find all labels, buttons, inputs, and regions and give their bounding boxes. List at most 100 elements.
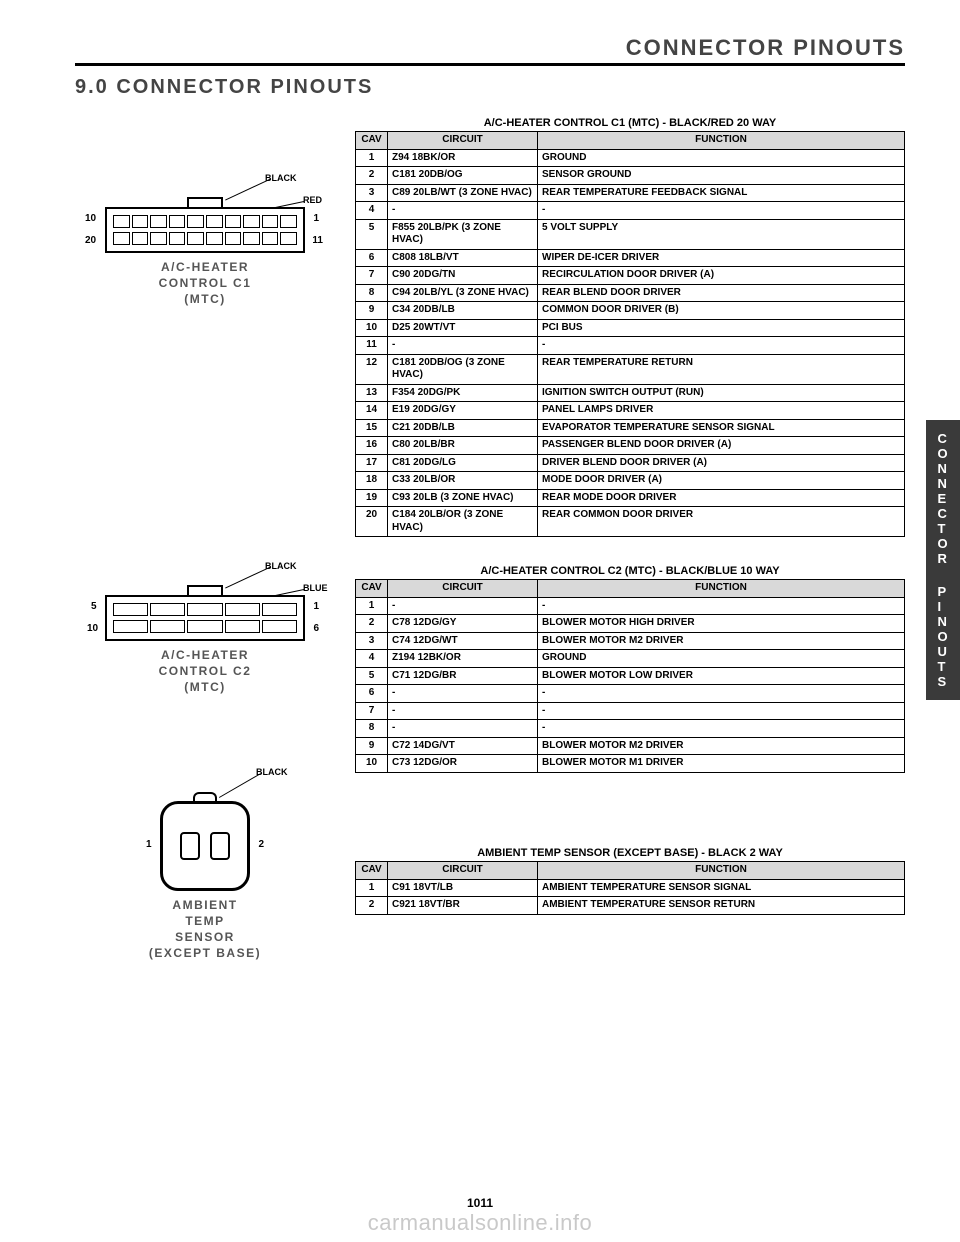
table-row: 19C93 20LB (3 ZONE HVAC)REAR MODE DOOR D… [356, 489, 905, 507]
t1-title: A/C-HEATER CONTROL C1 (MTC) - BLACK/RED … [355, 117, 905, 129]
figure-amb-caption: AMBIENT TEMP SENSOR (EXCEPT BASE) [149, 897, 261, 962]
table-cell: C90 20DG/TN [388, 267, 538, 285]
t1-h2: FUNCTION [538, 132, 905, 150]
c2-pin-tl: 5 [91, 601, 97, 612]
table-cell: - [388, 720, 538, 738]
table-cell: C91 18VT/LB [388, 879, 538, 897]
table-cell: REAR BLEND DOOR DRIVER [538, 284, 905, 302]
table-cell: C181 20DB/OG [388, 167, 538, 185]
table-cell: 20 [356, 507, 388, 537]
table-cell: 8 [356, 720, 388, 738]
watermark: carmanualsonline.info [0, 1210, 960, 1236]
header-rule [75, 63, 905, 66]
table-cell: 7 [356, 702, 388, 720]
table-cell: - [538, 720, 905, 738]
row-c2: BLACK BLUE 5 10 1 6 [75, 565, 905, 773]
figure-c2-caption: A/C-HEATER CONTROL C2 (MTC) [159, 647, 252, 696]
table-row: 5F855 20LB/PK (3 ZONE HVAC)5 VOLT SUPPLY [356, 219, 905, 249]
table-row: 1Z94 18BK/ORGROUND [356, 149, 905, 167]
table-cell: 10 [356, 319, 388, 337]
table-cell: 17 [356, 454, 388, 472]
table-cell: 2 [356, 167, 388, 185]
table-cell: 19 [356, 489, 388, 507]
table-cell: C74 12DG/WT [388, 632, 538, 650]
table-cell: C93 20LB (3 ZONE HVAC) [388, 489, 538, 507]
table-cell: Z94 18BK/OR [388, 149, 538, 167]
table-cell: PCI BUS [538, 319, 905, 337]
table-cell: 4 [356, 650, 388, 668]
table-cell: BLOWER MOTOR M2 DRIVER [538, 632, 905, 650]
table-cell: 9 [356, 737, 388, 755]
table-cell: AMBIENT TEMPERATURE SENSOR SIGNAL [538, 879, 905, 897]
amb-pin-l: 1 [146, 839, 152, 850]
table-cell: C80 20LB/BR [388, 437, 538, 455]
table-cell: 14 [356, 402, 388, 420]
page-number: 1011 [0, 1196, 960, 1210]
t2-h2: FUNCTION [538, 580, 905, 598]
table-t1: CAV CIRCUIT FUNCTION 1Z94 18BK/ORGROUND2… [355, 131, 905, 537]
connector-c2-drawing: BLACK BLUE 5 10 1 6 [105, 595, 305, 641]
table-cell: 8 [356, 284, 388, 302]
table-cell: - [538, 337, 905, 355]
c2-color1-label: BLACK [265, 561, 297, 571]
table-cell: 6 [356, 249, 388, 267]
table-row: 5C71 12DG/BRBLOWER MOTOR LOW DRIVER [356, 667, 905, 685]
amb-color1-label: BLACK [256, 767, 288, 777]
breadcrumb: CONNECTOR PINOUTS [75, 35, 905, 61]
table-cell: C94 20LB/YL (3 ZONE HVAC) [388, 284, 538, 302]
table-cell: C72 14DG/VT [388, 737, 538, 755]
table-cell: REAR COMMON DOOR DRIVER [538, 507, 905, 537]
amb-cap-3: SENSOR [149, 929, 261, 945]
table-cell: C81 20DG/LG [388, 454, 538, 472]
table-row: 2C921 18VT/BRAMBIENT TEMPERATURE SENSOR … [356, 897, 905, 915]
table-cell: BLOWER MOTOR LOW DRIVER [538, 667, 905, 685]
table-cell: C89 20LB/WT (3 ZONE HVAC) [388, 184, 538, 202]
row-amb: BLACK 1 2 AMBIENT TEMP SENSOR (EXCEPT BA… [75, 801, 905, 962]
table-cell: C34 20DB/LB [388, 302, 538, 320]
t1-h0: CAV [356, 132, 388, 150]
t2-h1: CIRCUIT [388, 580, 538, 598]
table-cell: EVAPORATOR TEMPERATURE SENSOR SIGNAL [538, 419, 905, 437]
table-row: 17C81 20DG/LGDRIVER BLEND DOOR DRIVER (A… [356, 454, 905, 472]
table-cell: 3 [356, 184, 388, 202]
table-row: 8-- [356, 720, 905, 738]
table-row: 4Z194 12BK/ORGROUND [356, 650, 905, 668]
amb-pin-r: 2 [258, 839, 264, 850]
table-cell: F855 20LB/PK (3 ZONE HVAC) [388, 219, 538, 249]
table-cell: 4 [356, 202, 388, 220]
connector-amb-drawing: BLACK 1 2 [160, 801, 250, 891]
table-row: 6-- [356, 685, 905, 703]
table-row: 10D25 20WT/VTPCI BUS [356, 319, 905, 337]
t2-h0: CAV [356, 580, 388, 598]
c1-cap-3: (MTC) [159, 291, 252, 307]
c2-cap-1: A/C-HEATER [159, 647, 252, 663]
c1-pin-br: 11 [312, 235, 323, 246]
table-cell: 5 [356, 219, 388, 249]
table-cell: - [388, 702, 538, 720]
table-row: 6C808 18LB/VTWIPER DE-ICER DRIVER [356, 249, 905, 267]
table-cell: E19 20DG/GY [388, 402, 538, 420]
table-cell: - [538, 702, 905, 720]
table-cell: SENSOR GROUND [538, 167, 905, 185]
c1-pin-tl: 10 [85, 213, 96, 224]
table-cell: 7 [356, 267, 388, 285]
table-cell: - [538, 685, 905, 703]
t1-h1: CIRCUIT [388, 132, 538, 150]
table-cell: BLOWER MOTOR M1 DRIVER [538, 755, 905, 773]
table-cell: 2 [356, 897, 388, 915]
table-cell: BLOWER MOTOR M2 DRIVER [538, 737, 905, 755]
table-cell: 2 [356, 615, 388, 633]
table-row: 4-- [356, 202, 905, 220]
figure-c1-caption: A/C-HEATER CONTROL C1 (MTC) [159, 259, 252, 308]
table-row: 13F354 20DG/PKIGNITION SWITCH OUTPUT (RU… [356, 384, 905, 402]
table-cell: MODE DOOR DRIVER (A) [538, 472, 905, 490]
t3-h0: CAV [356, 862, 388, 880]
table-cell: C921 18VT/BR [388, 897, 538, 915]
table-cell: D25 20WT/VT [388, 319, 538, 337]
table-row: 11-- [356, 337, 905, 355]
figure-c2: BLACK BLUE 5 10 1 6 [75, 565, 335, 696]
t3-h1: CIRCUIT [388, 862, 538, 880]
side-tab-l2: PINOUTS [937, 584, 948, 689]
table-t2: CAV CIRCUIT FUNCTION 1--2C78 12DG/GYBLOW… [355, 579, 905, 773]
table-cell: - [538, 597, 905, 615]
